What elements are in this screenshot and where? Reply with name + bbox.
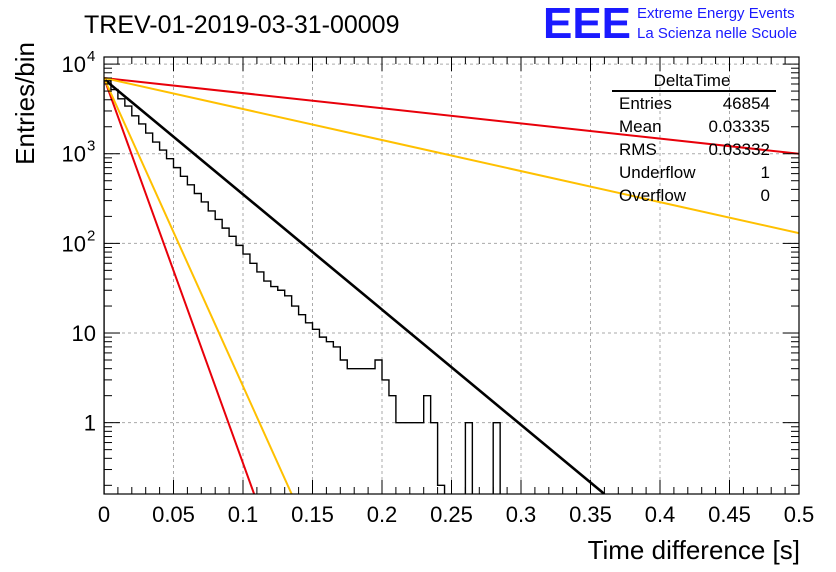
y-tick-label: 10 bbox=[72, 321, 96, 346]
y-tick-exponent: 3 bbox=[87, 138, 95, 155]
histogram-outline bbox=[104, 80, 501, 494]
stats-row-label: Underflow bbox=[619, 163, 696, 182]
stats-row-label: Mean bbox=[619, 117, 662, 136]
y-tick-label: 10 bbox=[62, 142, 86, 167]
stats-title: DeltaTime bbox=[654, 71, 731, 90]
x-tick-label: 0.35 bbox=[569, 502, 612, 527]
stats-row-value: 46854 bbox=[723, 94, 770, 113]
stats-row-label: Entries bbox=[619, 94, 672, 113]
grid bbox=[104, 57, 799, 494]
stats-row-value: 0 bbox=[761, 186, 770, 205]
logo-line1: Extreme Energy Events bbox=[637, 5, 795, 22]
y-tick-exponent: 4 bbox=[87, 48, 95, 65]
eee-logo: EEE Extreme Energy Events La Scienza nel… bbox=[543, 0, 797, 48]
x-tick-label: 0.45 bbox=[708, 502, 751, 527]
stats-row-value: 0.03332 bbox=[709, 140, 770, 159]
stats-row-value: 0.03335 bbox=[709, 117, 770, 136]
stats-row-value: 1 bbox=[761, 163, 770, 182]
y-tick-exponent: 2 bbox=[87, 227, 95, 244]
y-tick-label: 10 bbox=[62, 231, 86, 256]
x-axis-title: Time difference [s] bbox=[588, 535, 800, 565]
stats-row-label: Overflow bbox=[619, 186, 687, 205]
stats-row-label: RMS bbox=[619, 140, 657, 159]
x-tick-label: 0.05 bbox=[152, 502, 195, 527]
x-tick-label: 0.1 bbox=[228, 502, 259, 527]
stats-rows: Entries 46854 Mean 0.03335 RMS 0.03332 Underfl… bbox=[619, 94, 770, 205]
x-tick-label: 0.15 bbox=[291, 502, 334, 527]
x-axis: 0 0.05 0.1 0.15 0.2 0.25 0.3 0.35 0.4 0.45 0.5 bbox=[98, 502, 814, 527]
y-axis-title: Entries/bin bbox=[10, 42, 40, 165]
fit-curve-3 bbox=[104, 77, 256, 494]
fit-curve-4 bbox=[104, 77, 293, 494]
fit-curves bbox=[104, 76, 799, 494]
fit-curve-2 bbox=[104, 77, 799, 235]
y-tick-label: 10 bbox=[62, 52, 86, 77]
x-tick-label: 0.2 bbox=[367, 502, 398, 527]
eee-logo-mark: EEE bbox=[543, 0, 631, 48]
fit-curve-0 bbox=[104, 78, 606, 494]
histogram bbox=[104, 80, 501, 494]
fit-curve-1 bbox=[104, 76, 799, 155]
x-tick-label: 0.25 bbox=[430, 502, 473, 527]
x-tick-label: 0 bbox=[98, 502, 110, 527]
x-tick-label: 0.3 bbox=[506, 502, 537, 527]
y-tick-label: 1 bbox=[84, 411, 96, 436]
x-tick-label: 0.4 bbox=[645, 502, 676, 527]
x-tick-label: 0.5 bbox=[784, 502, 815, 527]
stats-box: DeltaTime Entries 46854 Mean 0.03335 RMS 0.03… bbox=[612, 71, 776, 205]
logo-line2: La Scienza nelle Scuole bbox=[637, 25, 797, 42]
axis-ticks bbox=[103, 57, 800, 494]
chart-title: TREV-01-2019-03-31-00009 bbox=[84, 11, 399, 39]
